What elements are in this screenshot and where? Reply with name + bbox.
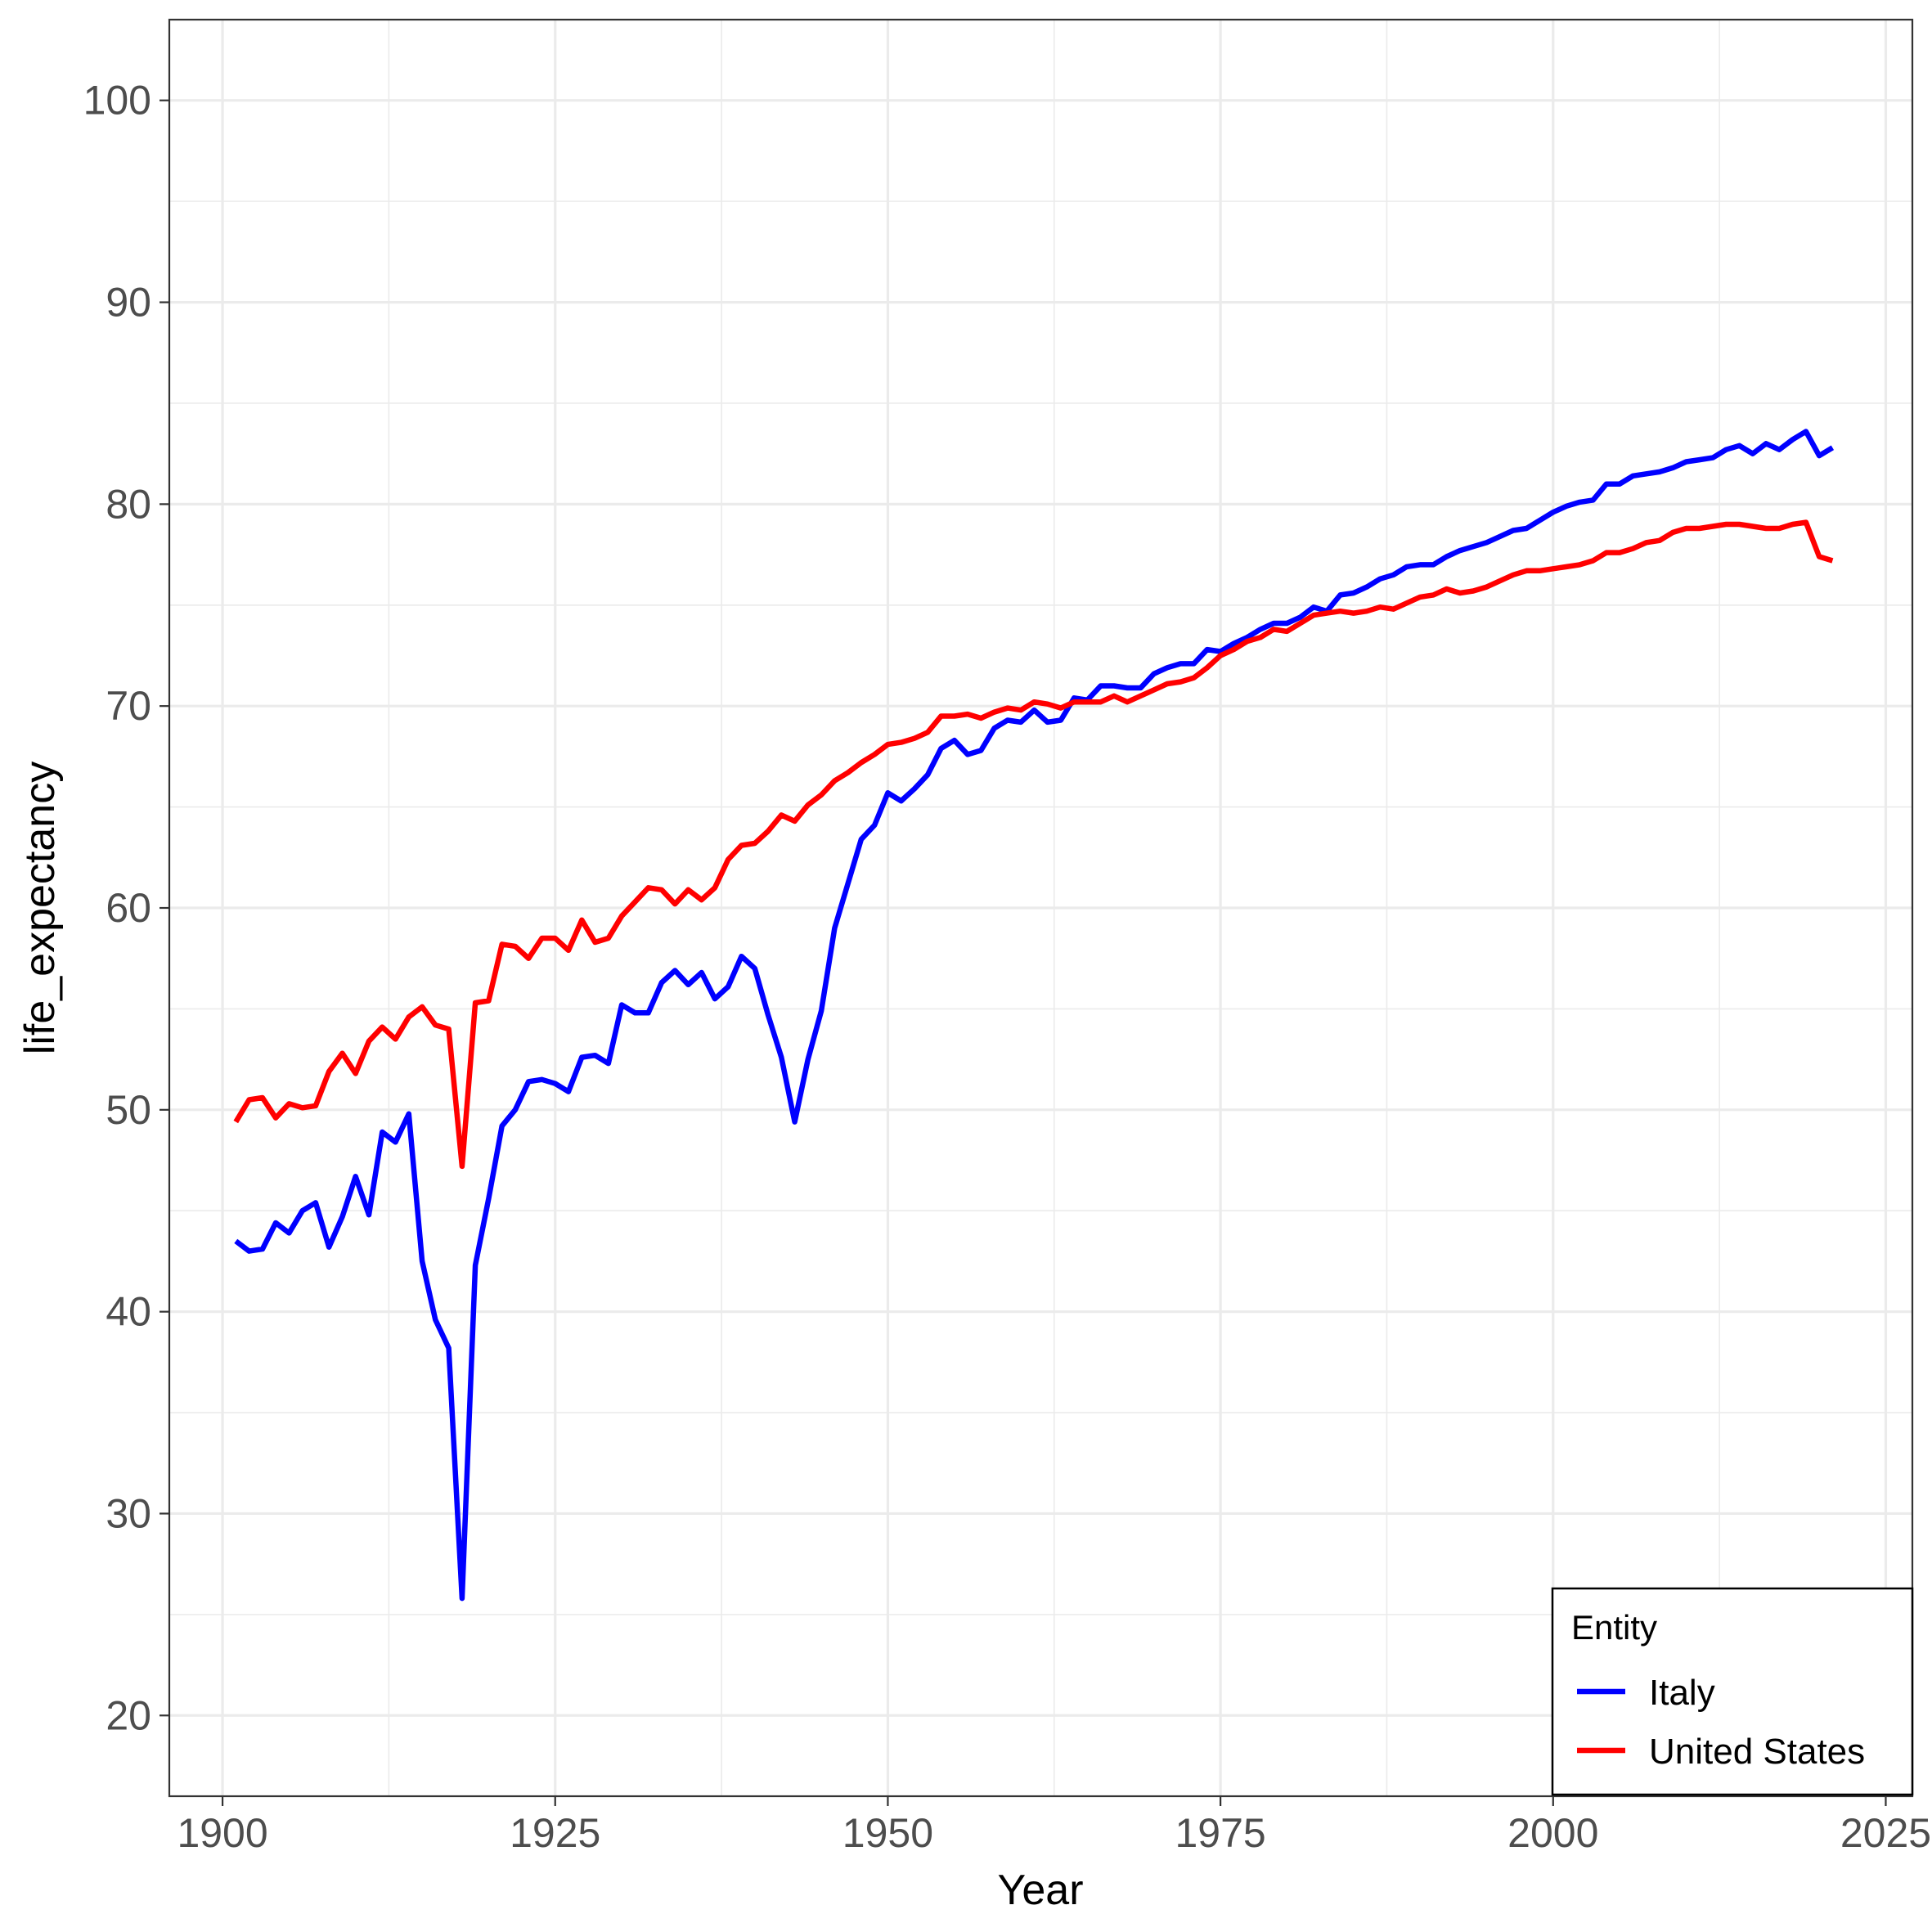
y-tick-label: 70 — [106, 683, 151, 729]
y-tick-label: 60 — [106, 885, 151, 931]
x-tick-label: 2000 — [1507, 1810, 1598, 1856]
legend-title: Entity — [1571, 1608, 1657, 1647]
x-axis-title: Year — [997, 1867, 1083, 1914]
series-line-italy — [234, 429, 1835, 1602]
y-tick-label: 30 — [106, 1490, 151, 1536]
x-tick-label: 1925 — [510, 1810, 600, 1856]
legend-label-italy: Italy — [1649, 1673, 1715, 1713]
y-tick-label: 20 — [106, 1692, 151, 1738]
y-tick-label: 100 — [83, 78, 151, 124]
series-line-united-states — [233, 519, 1834, 1170]
series-lines — [233, 429, 1835, 1602]
y-tick-label: 80 — [106, 481, 151, 527]
x-tick-label: 1975 — [1175, 1810, 1265, 1856]
y-tick-label: 90 — [106, 280, 151, 326]
y-tick-label: 50 — [106, 1087, 151, 1133]
legend-label-united-states: United States — [1649, 1732, 1865, 1772]
x-tick-label: 1900 — [177, 1810, 267, 1856]
x-tick-label: 2025 — [1840, 1810, 1931, 1856]
y-tick-label: 40 — [106, 1289, 151, 1335]
x-axis-ticks: 1900 1925 1950 1975 2000 2025 — [177, 1796, 1931, 1856]
y-axis-ticks: 20 30 40 50 60 70 80 90 100 — [83, 78, 169, 1738]
y-axis-title: life_expectancy — [16, 762, 64, 1054]
x-tick-label: 1950 — [842, 1810, 933, 1856]
legend: Entity Italy United States — [1551, 1587, 1914, 1796]
